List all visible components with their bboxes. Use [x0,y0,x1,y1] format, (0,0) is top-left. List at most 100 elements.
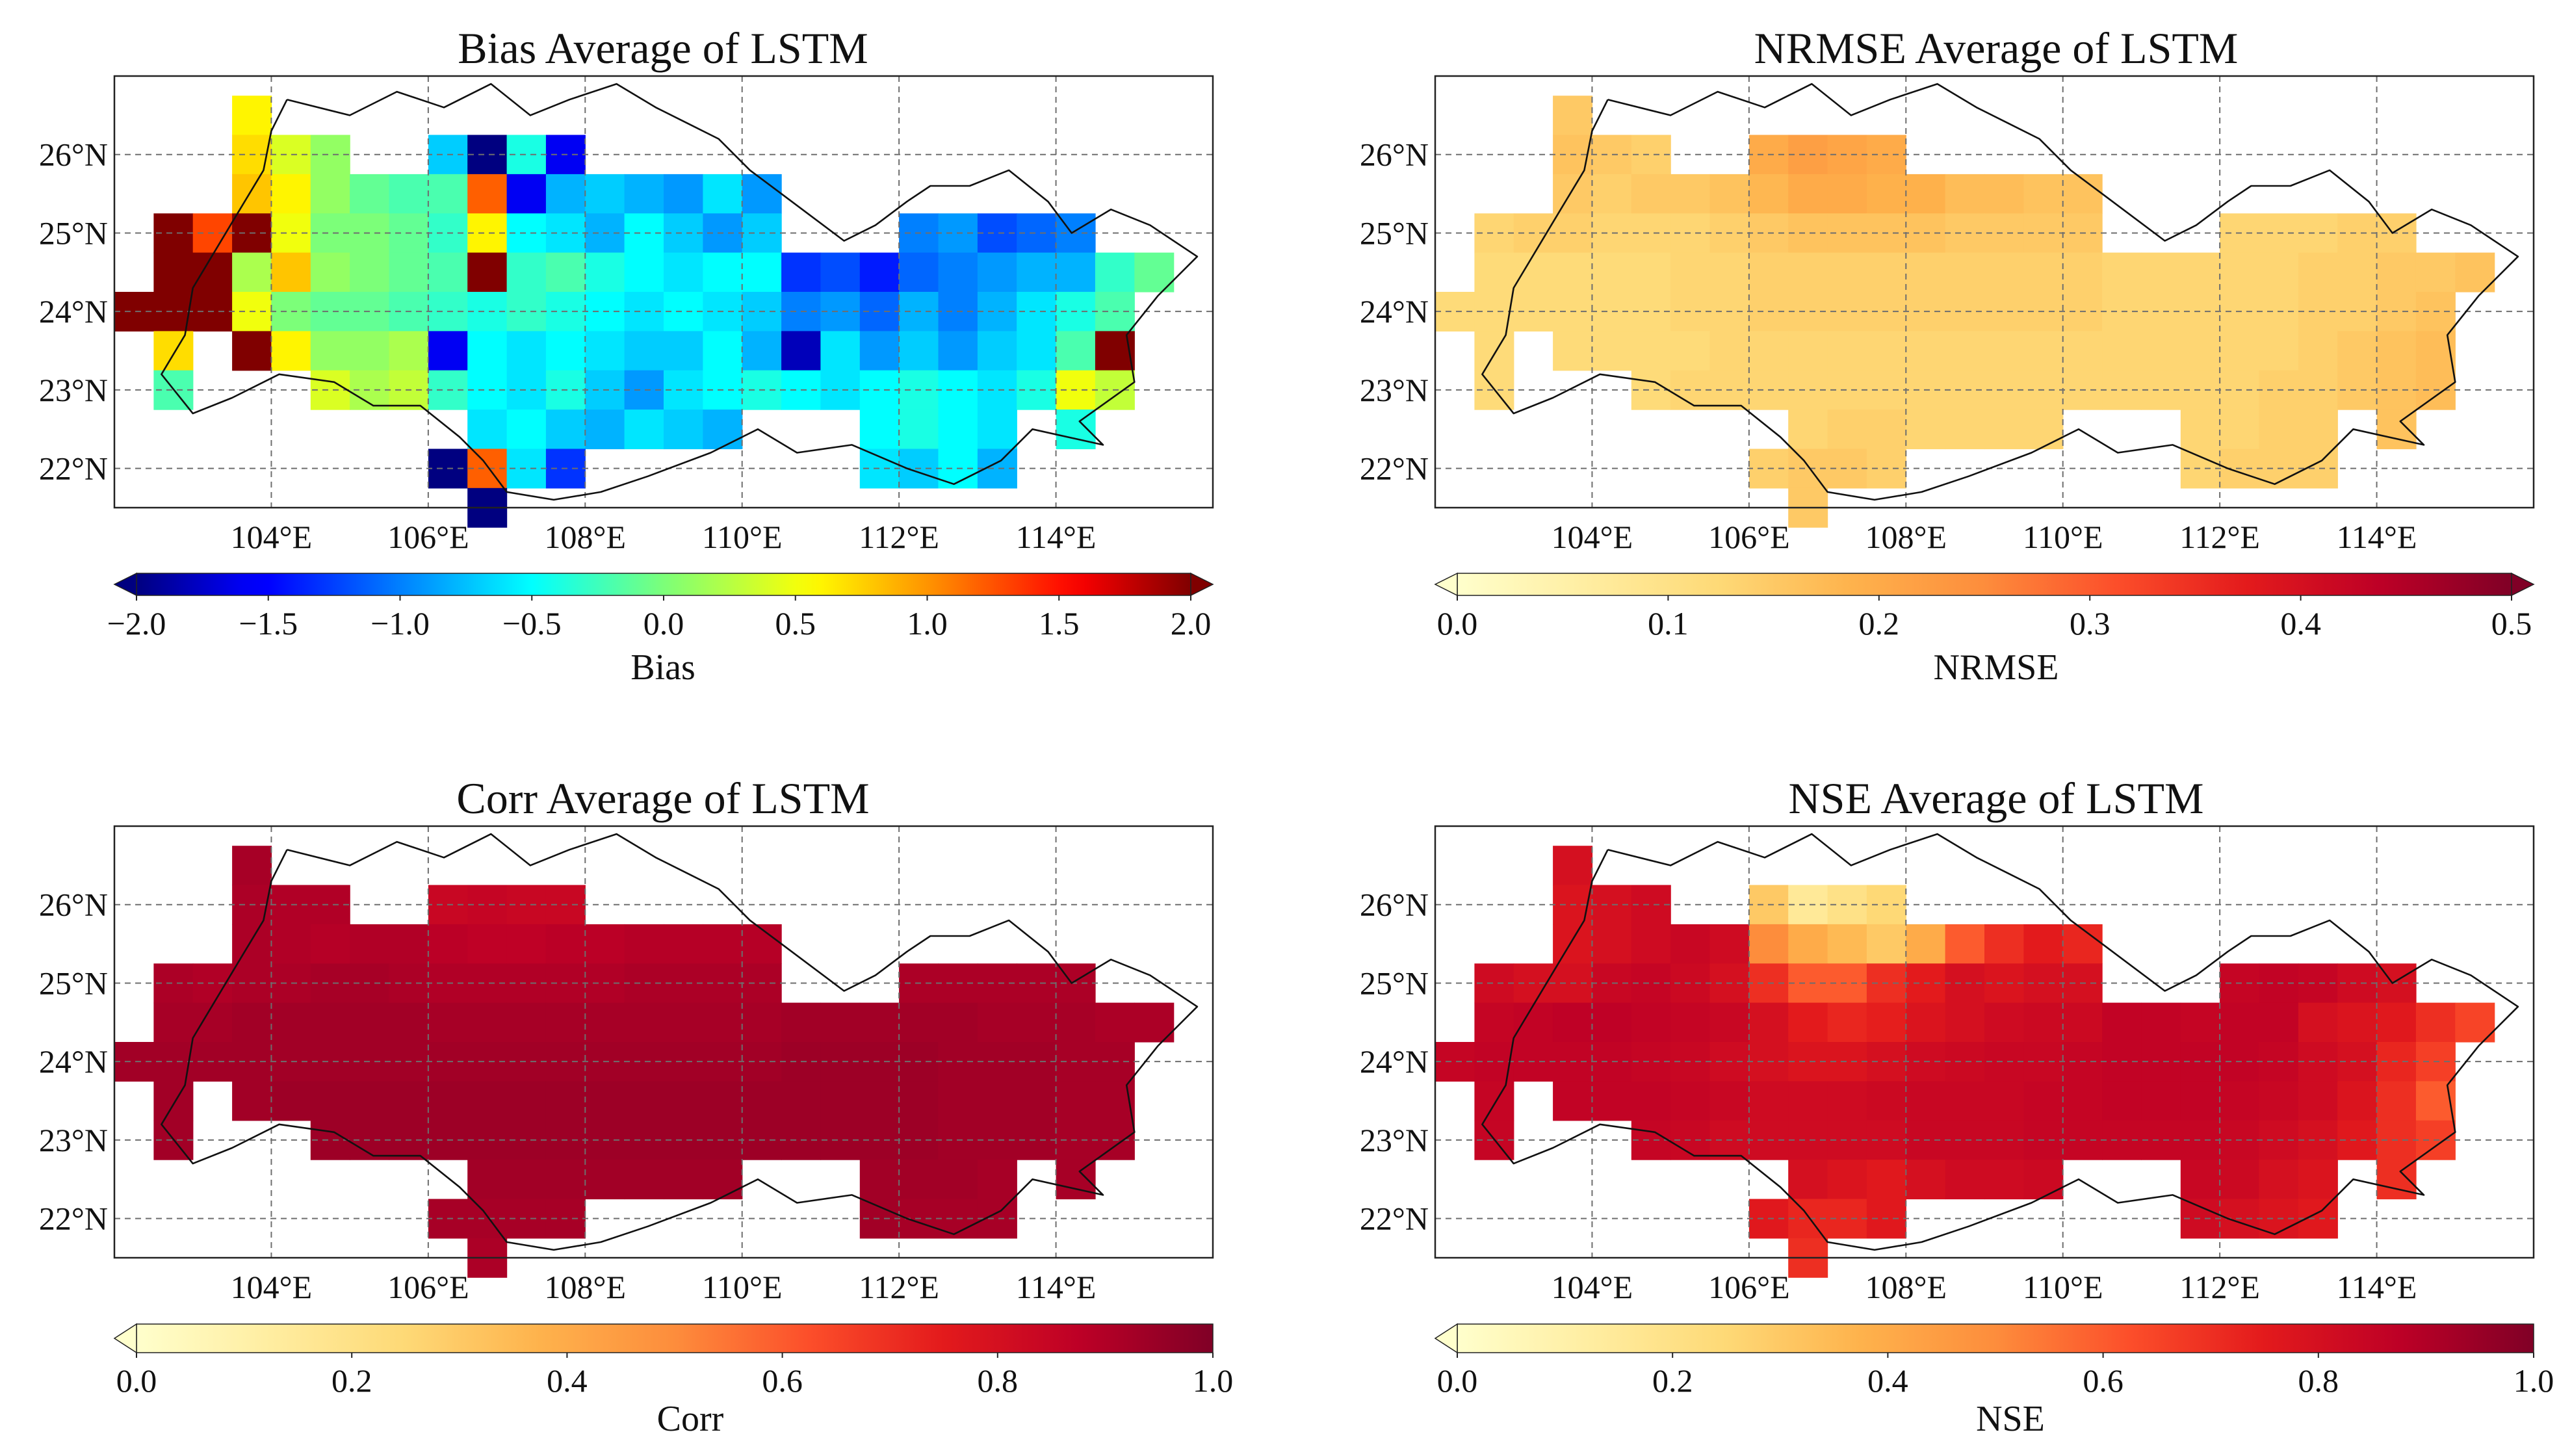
grid-cell [820,252,861,292]
grid-cell [1631,1002,1671,1043]
grid-cell [1017,252,1057,292]
grid-cell [506,331,547,371]
grid-cell [2023,1160,2064,1200]
grid-cell [467,1002,508,1043]
grid-cell [1827,331,1867,371]
grid-cell [545,1160,586,1200]
grid-cell [664,252,703,292]
grid-cell [859,1002,900,1043]
grid-cell [585,174,625,214]
grid-cell [703,1002,743,1043]
panel-title-corr: Corr Average of LSTM [456,774,869,823]
grid-cell [781,1081,822,1121]
colorbar-tick-label: 0.5 [2491,605,2532,642]
colorbar-tick-label: 1.0 [907,605,948,642]
grid-cell [1906,1081,1946,1121]
colorbar-tick-label: −2.0 [107,605,166,642]
grid-cell [1553,924,1593,964]
grid-cell [624,174,664,214]
lat-tick-label: 23°N [39,372,108,408]
grid-cell [2102,252,2142,292]
grid-cell [1513,252,1553,292]
grid-cell [310,1081,350,1121]
colorbar-tick-label: −1.5 [239,605,298,642]
grid-cell [1788,1002,1828,1043]
lat-tick-label: 22°N [39,1201,108,1237]
grid-cell [2023,1081,2064,1121]
grid-cell [271,174,311,214]
grid-cell [1056,252,1096,292]
grid-cell [1056,331,1096,371]
lat-tick-label: 25°N [1360,965,1429,1001]
grid-cell [2180,252,2220,292]
grid-cell [310,252,350,292]
grid-cell [1984,410,2024,450]
grid-cell [1670,252,1711,292]
grid-cell [820,1002,861,1043]
lon-tick-label: 108°E [1865,1269,1947,1305]
colorbar-label-nse: NSE [1976,1399,2045,1439]
grid-cell [1095,1002,1135,1043]
grid-cell [1748,1081,1789,1121]
grid-cell [350,252,390,292]
grid-cell [1553,96,1593,136]
grid-cell [545,252,586,292]
grid-cell [2298,1160,2338,1200]
grid-cell [545,1081,586,1121]
grid-cell [2220,252,2260,292]
region-boundary [161,83,1199,501]
grid-cell [1709,1081,1750,1121]
grid-cell [506,1160,547,1200]
lon-tick-label: 106°E [387,1269,469,1305]
grid-cell [781,252,822,292]
grid-cell [624,331,664,371]
grid-cell [467,174,508,214]
grid-cell [1670,1081,1711,1121]
grid-cell [2220,1160,2260,1200]
lon-tick-label: 110°E [702,1269,783,1305]
grid-cell [2180,1160,2220,1200]
lat-tick-label: 25°N [39,965,108,1001]
grid-cell [350,924,390,964]
colorbar-extend-min [113,572,137,597]
lat-tick-label: 23°N [1360,372,1429,408]
grid-cell [2220,1002,2260,1043]
grid-cell [820,331,861,371]
grid-cell [1906,1160,1946,1200]
grid-cell [1095,252,1135,292]
lat-tick-label: 24°N [39,293,108,330]
grid-cell [310,331,350,371]
panel-corr: Corr Average of LSTM 104°E 106°E 108°E 110°… [39,774,1233,1439]
grid-cell [2298,331,2338,371]
grid-cell [2023,331,2064,371]
grid-cell [742,924,782,964]
lon-tick-label: 112°E [859,1269,939,1305]
grid-cell [1748,924,1789,964]
grid-cell [2259,1002,2299,1043]
colorbar-extend-min [1434,572,1458,597]
grid-cell [1827,252,1867,292]
lat-tick-label: 26°N [39,887,108,923]
grid-cell [1474,331,1514,371]
grid-cell [585,1081,625,1121]
grid-cell [545,1002,586,1043]
grid-cell [1945,410,1985,450]
grid-cell [2376,1081,2417,1121]
grid-cell [1592,174,1632,214]
grid-cell [938,410,978,450]
grid-cell [1592,924,1632,964]
grid-cell [703,1081,743,1121]
grid-cell [1827,1160,1867,1200]
lon-tick-label: 114°E [2337,519,2417,555]
grid-cell [1553,1081,1593,1121]
colorbar-tick-label: 0.2 [1652,1362,1693,1399]
grid-cell [1095,1081,1135,1121]
grid-cell [1056,1002,1096,1043]
grid-cell [2337,252,2378,292]
colorbar-tick-label: −0.5 [502,605,562,642]
colorbar-tick-label: 0.1 [1648,605,1689,642]
grid-cell [1513,1002,1553,1043]
lat-tick-label: 25°N [1360,214,1429,251]
grid-cell [2415,331,2456,371]
grid-cell [467,1160,508,1200]
